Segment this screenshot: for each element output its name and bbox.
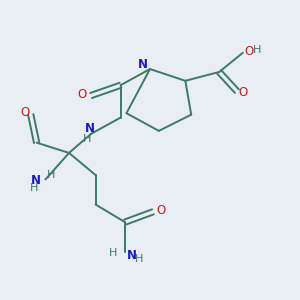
Text: O: O <box>238 86 248 99</box>
Text: O: O <box>157 204 166 217</box>
Text: O: O <box>20 106 29 119</box>
Text: H: H <box>47 170 55 180</box>
Text: H: H <box>30 183 38 193</box>
Text: H: H <box>253 46 261 56</box>
Text: O: O <box>244 45 254 58</box>
Text: N: N <box>138 58 148 71</box>
Text: H: H <box>109 248 118 258</box>
Text: N: N <box>31 174 41 188</box>
Text: H: H <box>82 134 91 144</box>
Text: H: H <box>134 254 143 264</box>
Text: N: N <box>85 122 94 135</box>
Text: N: N <box>126 249 136 262</box>
Text: O: O <box>77 88 87 100</box>
